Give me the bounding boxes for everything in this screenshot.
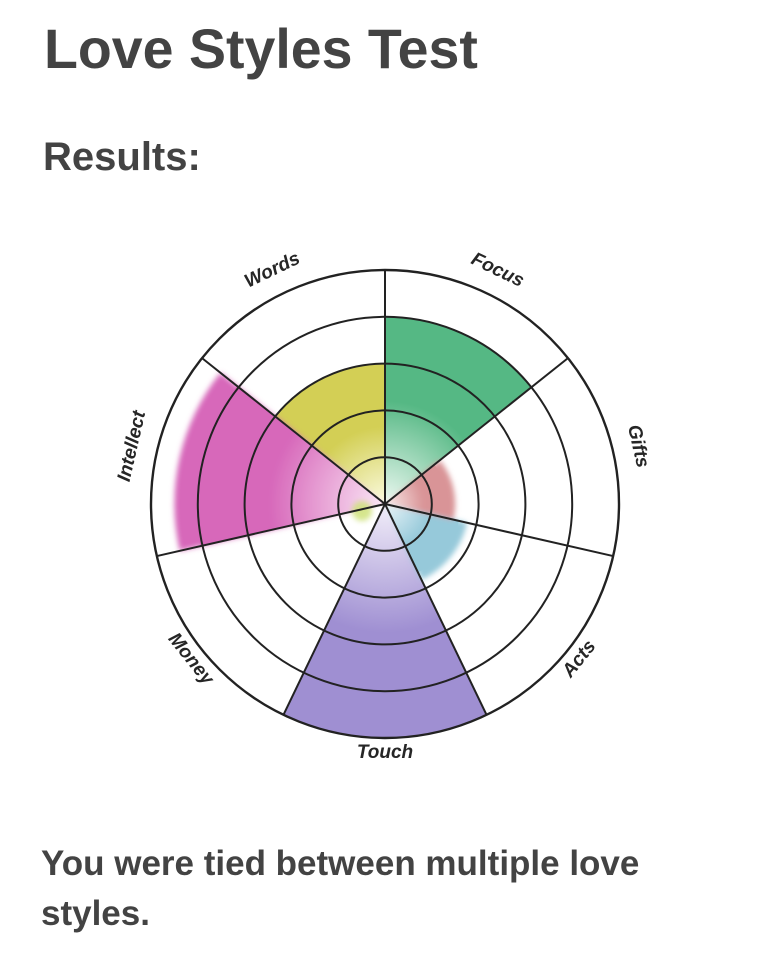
svg-text:Acts: Acts: [558, 636, 601, 682]
svg-text:Words: Words: [241, 248, 303, 292]
svg-text:Focus: Focus: [468, 249, 528, 292]
svg-text:Intellect: Intellect: [114, 408, 151, 483]
svg-text:Gifts: Gifts: [623, 423, 653, 470]
svg-text:Touch: Touch: [357, 742, 413, 763]
